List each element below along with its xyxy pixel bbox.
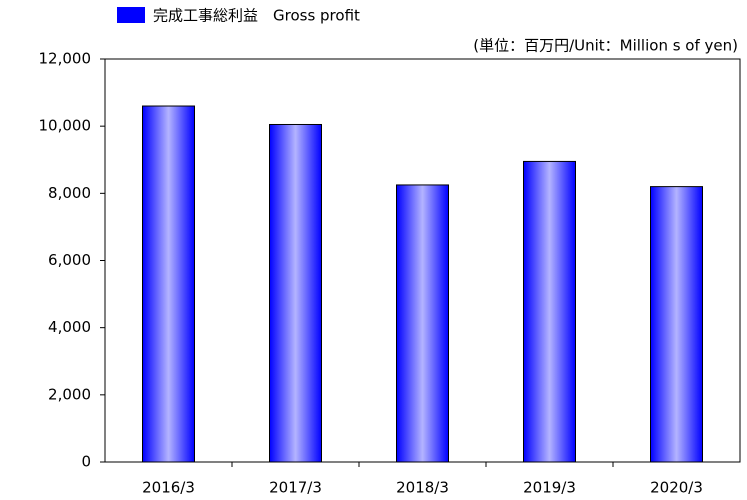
bar [523, 160, 576, 463]
bar [650, 186, 703, 463]
y-tick-label: 0 [81, 453, 91, 471]
unit-note: (単位：百万円/Unit：Million s of yen) [473, 37, 738, 55]
x-tick-label: 2019/3 [523, 479, 576, 497]
x-tick-label: 2016/3 [142, 479, 195, 497]
x-tick-label: 2020/3 [650, 479, 703, 497]
bar [142, 105, 195, 463]
y-tick-label: 12,000 [39, 50, 92, 68]
legend-swatch [117, 7, 145, 23]
y-tick-label: 10,000 [39, 117, 92, 135]
y-tick-label: 2,000 [48, 385, 91, 403]
y-tick-label: 6,000 [48, 251, 91, 269]
y-tick-label: 4,000 [48, 318, 91, 336]
y-tick-label: 8,000 [48, 184, 91, 202]
legend-label: 完成工事総利益 Gross profit [153, 7, 360, 25]
x-tick-label: 2018/3 [396, 479, 449, 497]
x-tick-label: 2017/3 [269, 479, 322, 497]
bar [269, 123, 322, 463]
bar [396, 184, 449, 463]
